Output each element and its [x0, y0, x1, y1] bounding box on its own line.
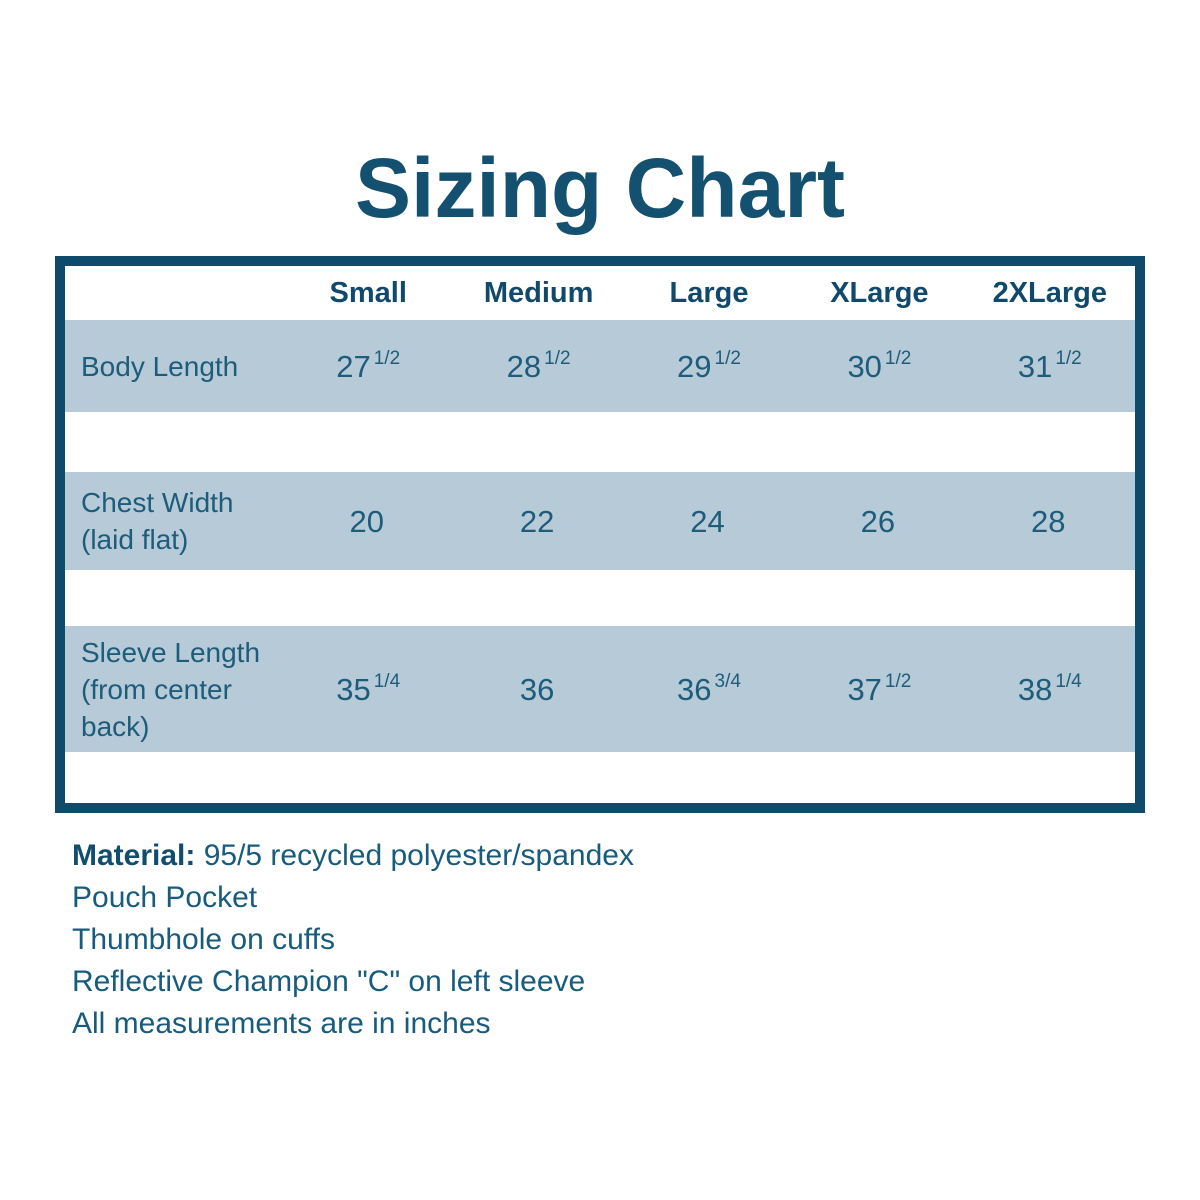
page-title: Sizing Chart: [354, 141, 845, 235]
note-pouch-pocket: Pouch Pocket: [72, 881, 258, 914]
cell-body-length-small: 27 1/2: [283, 348, 453, 385]
value-whole: 20: [349, 503, 384, 539]
column-header-2xlarge: 2XLarge: [992, 276, 1108, 309]
value-fraction: 1/2: [714, 347, 741, 369]
cell-chest-width-medium: 22: [453, 503, 623, 540]
cell-sleeve-length-xlarge: 37 1/2: [794, 671, 964, 708]
table-row-chest-width: Chest Width (laid flat) 20 22 24 26 28: [65, 472, 1135, 570]
row-label-body-length: Body Length: [81, 350, 239, 382]
note-material: Material: 95/5 recycled polyester/spande…: [72, 840, 634, 871]
row-label-chest-width: Chest Width (laid flat): [81, 487, 234, 555]
cell-body-length-2xlarge: 31 1/2: [965, 348, 1135, 385]
table-row-body-length: Body Length 27 1/2 28 1/2 29 1/2 30 1/2 31 1/…: [65, 320, 1135, 412]
row-label-sleeve-length: Sleeve Length (from center back): [81, 636, 261, 742]
note-material-label: Material:: [72, 839, 196, 872]
cell-chest-width-small: 20: [283, 503, 453, 540]
cell-chest-width-large: 24: [624, 503, 794, 540]
table-row-sleeve-length: Sleeve Length (from center back) 35 1/4 3…: [65, 626, 1135, 752]
note-reflective-logo: Reflective Champion "C" on left sleeve: [72, 965, 586, 998]
value-fraction: 1/4: [373, 670, 401, 692]
value-whole: 28: [1031, 503, 1066, 539]
cell-sleeve-length-small: 35 1/4: [283, 671, 453, 708]
column-header-small: Small: [329, 276, 407, 309]
column-header-large: Large: [669, 276, 749, 309]
value-fraction: 1/2: [544, 347, 571, 369]
cell-sleeve-length-medium: 36: [453, 671, 623, 708]
cell-sleeve-length-2xlarge: 38 1/4: [965, 671, 1135, 708]
value-whole: 28: [506, 348, 542, 384]
value-whole: 35: [336, 671, 371, 707]
sizing-table: Small Medium Large XLarge 2XLarge Body L…: [55, 256, 1145, 813]
value-whole: 27: [336, 348, 371, 384]
value-whole: 22: [519, 503, 555, 539]
cell-chest-width-xlarge: 26: [794, 503, 964, 540]
product-notes: Material: 95/5 recycled polyester/spande…: [72, 840, 634, 1050]
table-header-row: Small Medium Large XLarge 2XLarge: [65, 266, 1135, 320]
value-whole: 36: [519, 671, 555, 707]
value-whole: 31: [1017, 348, 1053, 384]
value-fraction: 1/2: [884, 347, 912, 369]
cell-body-length-xlarge: 30 1/2: [794, 348, 964, 385]
note-measurement-units: All measurements are in inches: [72, 1007, 491, 1040]
value-fraction: 3/4: [714, 670, 741, 692]
value-whole: 38: [1017, 671, 1053, 707]
value-whole: 24: [690, 503, 725, 539]
value-whole: 37: [847, 671, 882, 707]
value-whole: 36: [677, 671, 712, 707]
cell-sleeve-length-large: 36 3/4: [624, 671, 794, 708]
row-spacer: [65, 412, 1135, 472]
value-fraction: 1/4: [1055, 670, 1082, 692]
note-material-text: 95/5 recycled polyester/spandex: [195, 839, 634, 872]
note-thumbhole: Thumbhole on cuffs: [72, 923, 335, 956]
value-whole: 30: [847, 348, 882, 384]
row-spacer: [65, 570, 1135, 626]
column-header-medium: Medium: [483, 276, 594, 309]
cell-body-length-medium: 28 1/2: [453, 348, 623, 385]
cell-body-length-large: 29 1/2: [624, 348, 794, 385]
column-header-xlarge: XLarge: [830, 276, 929, 309]
cell-chest-width-2xlarge: 28: [965, 503, 1135, 540]
value-fraction: 1/2: [884, 670, 912, 692]
value-fraction: 1/2: [373, 347, 401, 369]
value-whole: 26: [860, 503, 896, 539]
value-whole: 29: [677, 348, 712, 384]
value-fraction: 1/2: [1055, 347, 1082, 369]
